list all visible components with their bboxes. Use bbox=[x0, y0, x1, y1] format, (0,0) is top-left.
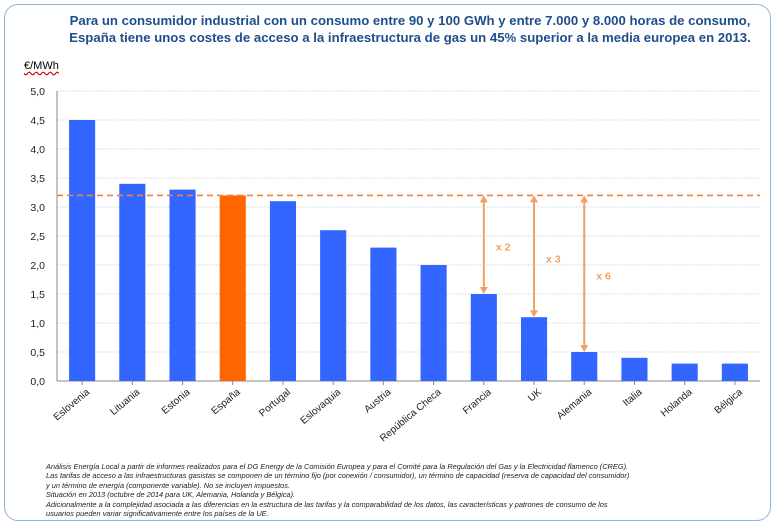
x-tick-label: Estonia bbox=[160, 387, 193, 417]
bar bbox=[721, 363, 748, 381]
note-line: Adicionalmente a la complejidad asociada… bbox=[46, 499, 608, 509]
y-tick-label: 1,5 bbox=[30, 289, 45, 301]
annotation-label: x 2 bbox=[496, 242, 511, 254]
bar bbox=[520, 317, 548, 381]
annotation-label: x 6 bbox=[596, 271, 611, 283]
y-tick-label: 3,5 bbox=[30, 173, 45, 185]
y-tick-label: 5,0 bbox=[30, 86, 45, 98]
y-unit-label: €/MWh bbox=[24, 60, 59, 72]
footnotes: Análisis Energía Local a partir de infor… bbox=[46, 462, 776, 518]
x-tick-label: Eslovaquia bbox=[299, 387, 344, 427]
arrow-head-down bbox=[479, 287, 488, 294]
title-line-2: España tiene unos costes de acceso a la … bbox=[69, 30, 751, 45]
bar bbox=[470, 294, 497, 381]
x-tick-label: Lituania bbox=[108, 387, 142, 418]
y-tick-label: 0,0 bbox=[30, 376, 45, 388]
annotation-label: x 3 bbox=[546, 253, 561, 265]
x-tick-label: Austria bbox=[362, 387, 393, 416]
y-tick-label: 3,0 bbox=[30, 202, 45, 214]
bar bbox=[621, 357, 648, 381]
note-line: usuarios pueden variar significativament… bbox=[46, 509, 269, 519]
arrow-head-up bbox=[530, 195, 539, 203]
bar bbox=[169, 189, 196, 381]
arrow-head-up bbox=[580, 195, 589, 203]
y-tick-label: 4,0 bbox=[30, 144, 45, 156]
note-line: Situación en 2013 (octubre de 2014 para … bbox=[46, 490, 296, 500]
note-line: y un término de energía (componente vari… bbox=[46, 480, 291, 490]
y-tick-label: 2,0 bbox=[30, 260, 45, 272]
x-tick-label: Holanda bbox=[659, 387, 695, 420]
x-tick-label: Italia bbox=[621, 387, 645, 409]
y-tick-label: 0,5 bbox=[30, 347, 45, 359]
bar bbox=[420, 265, 447, 381]
x-tick-label: Francia bbox=[461, 387, 494, 417]
bar bbox=[320, 230, 347, 381]
bar bbox=[219, 195, 246, 381]
y-tick-label: 2,5 bbox=[30, 231, 45, 243]
arrow-head-down bbox=[580, 345, 589, 352]
note-line: Análisis Energía Local a partir de infor… bbox=[46, 462, 629, 471]
bar bbox=[69, 120, 96, 381]
title-line-1: Para un consumidor industrial con un con… bbox=[69, 13, 751, 28]
x-tick-label: UK bbox=[526, 387, 544, 405]
bar bbox=[119, 183, 146, 381]
bar bbox=[671, 363, 698, 381]
y-tick-label: 1,0 bbox=[30, 318, 45, 330]
x-tick-label: Alemania bbox=[555, 387, 594, 423]
bar bbox=[571, 352, 598, 381]
chart-title: Para un consumidor industrial con un con… bbox=[50, 12, 770, 46]
bar bbox=[269, 201, 297, 381]
note-line: Las tarifas de acceso a las infraestruct… bbox=[46, 471, 630, 481]
bar bbox=[370, 247, 397, 381]
x-tick-label: Bélgica bbox=[713, 387, 746, 417]
arrow-head-up bbox=[479, 195, 488, 203]
arrow-head-down bbox=[530, 310, 539, 318]
y-tick-label: 4,5 bbox=[30, 115, 45, 127]
x-tick-label: España bbox=[210, 387, 243, 418]
x-tick-label: Portugal bbox=[257, 387, 293, 419]
x-tick-label: Eslovenia bbox=[52, 387, 93, 424]
